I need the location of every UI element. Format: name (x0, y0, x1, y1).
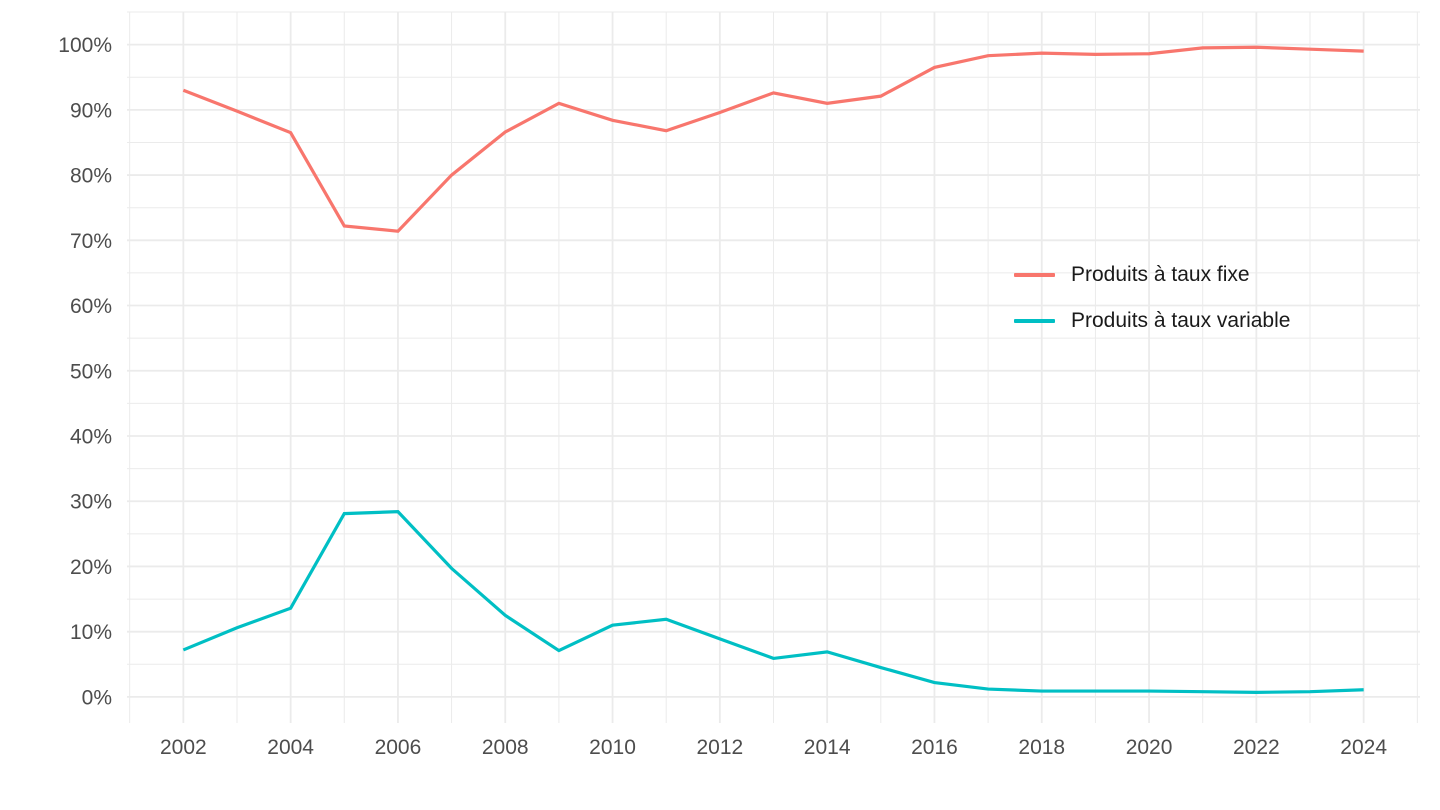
grid-minor-group (127, 11, 1420, 723)
x-axis-tick-label: 2020 (1126, 736, 1173, 759)
x-axis-tick-label: 2004 (267, 736, 314, 759)
y-axis-tick-label: 40% (70, 425, 112, 448)
y-axis-tick-label: 100% (58, 34, 112, 57)
y-axis-labels-group: 0% 10% 20% 30% 40% 50% 60% 70% 80% 90% 100% (58, 34, 112, 709)
y-axis-tick-label: 90% (70, 99, 112, 122)
x-axis-tick-label: 2018 (1018, 736, 1065, 759)
legend-key-line-taux-variable (1014, 319, 1055, 323)
y-axis-tick-label: 10% (70, 621, 112, 644)
x-axis-tick-label: 2012 (696, 736, 743, 759)
legend-label-taux-variable: Produits à taux variable (1071, 309, 1291, 332)
y-axis-tick-label: 30% (70, 491, 112, 514)
grid-major-group (127, 12, 1420, 723)
chart-legend: Produits à taux fixe Produits à taux var… (1014, 259, 1290, 351)
y-axis-tick-label: 70% (70, 230, 112, 253)
y-axis-tick-label: 20% (70, 556, 112, 579)
y-axis-tick-label: 0% (82, 686, 112, 709)
y-axis-tick-label: 50% (70, 360, 112, 383)
legend-key-line-taux-fixe (1014, 273, 1055, 277)
y-axis-tick-label: 60% (70, 295, 112, 318)
x-axis-tick-label: 2016 (911, 736, 958, 759)
x-axis-tick-label: 2002 (160, 736, 207, 759)
series-lines-group (182, 45, 1364, 694)
legend-item-taux-variable: Produits à taux variable (1014, 305, 1290, 337)
x-axis-tick-label: 2024 (1340, 736, 1387, 759)
y-axis-tick-label: 80% (70, 165, 112, 188)
x-axis-labels-group: 2002 2004 2006 2008 2010 2012 2014 2016 2018 2020… (160, 736, 1387, 759)
legend-label-taux-fixe: Produits à taux fixe (1071, 263, 1250, 286)
legend-item-taux-fixe: Produits à taux fixe (1014, 259, 1290, 291)
x-axis-tick-label: 2010 (589, 736, 636, 759)
series-line-taux-variable (182, 510, 1364, 694)
x-axis-tick-label: 2022 (1233, 736, 1280, 759)
x-axis-tick-label: 2014 (804, 736, 851, 759)
x-axis-tick-label: 2006 (375, 736, 422, 759)
series-line-taux-fixe (182, 45, 1364, 233)
x-axis-tick-label: 2008 (482, 736, 529, 759)
